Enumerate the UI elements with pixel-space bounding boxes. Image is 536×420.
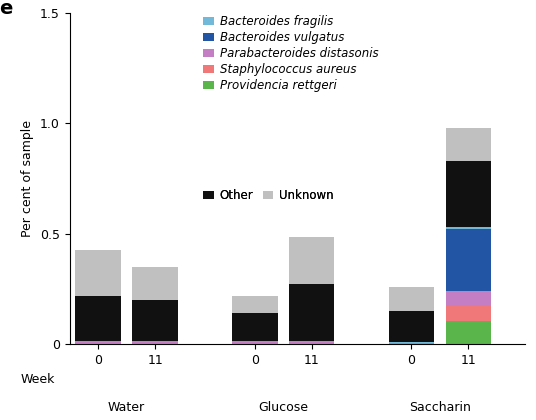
Bar [132,341,178,344]
Bar [232,343,278,344]
Text: Week: Week [20,373,55,386]
Bar [445,291,491,306]
Text: Saccharin: Saccharin [409,401,471,414]
Legend: Other, Unknown: Other, Unknown [203,189,334,202]
Bar [232,297,278,313]
Bar [445,321,491,344]
Bar [445,229,491,291]
Bar [389,342,434,343]
Text: e: e [0,0,12,18]
Bar [389,311,434,342]
Bar [76,296,121,341]
Bar [445,227,491,229]
Bar [289,343,334,344]
Text: Glucose: Glucose [258,401,308,414]
Bar [76,250,121,296]
Y-axis label: Per cent of sample: Per cent of sample [21,120,34,237]
Bar [232,341,278,343]
Bar [445,161,491,227]
Bar [289,284,334,341]
Bar [289,237,334,284]
Bar [76,341,121,344]
Bar [132,300,178,341]
Bar [445,128,491,161]
Bar [389,287,434,311]
Bar [389,343,434,344]
Bar [445,306,491,321]
Bar [132,267,178,300]
Bar [289,341,334,343]
Text: Water: Water [108,401,145,414]
Bar [232,313,278,341]
